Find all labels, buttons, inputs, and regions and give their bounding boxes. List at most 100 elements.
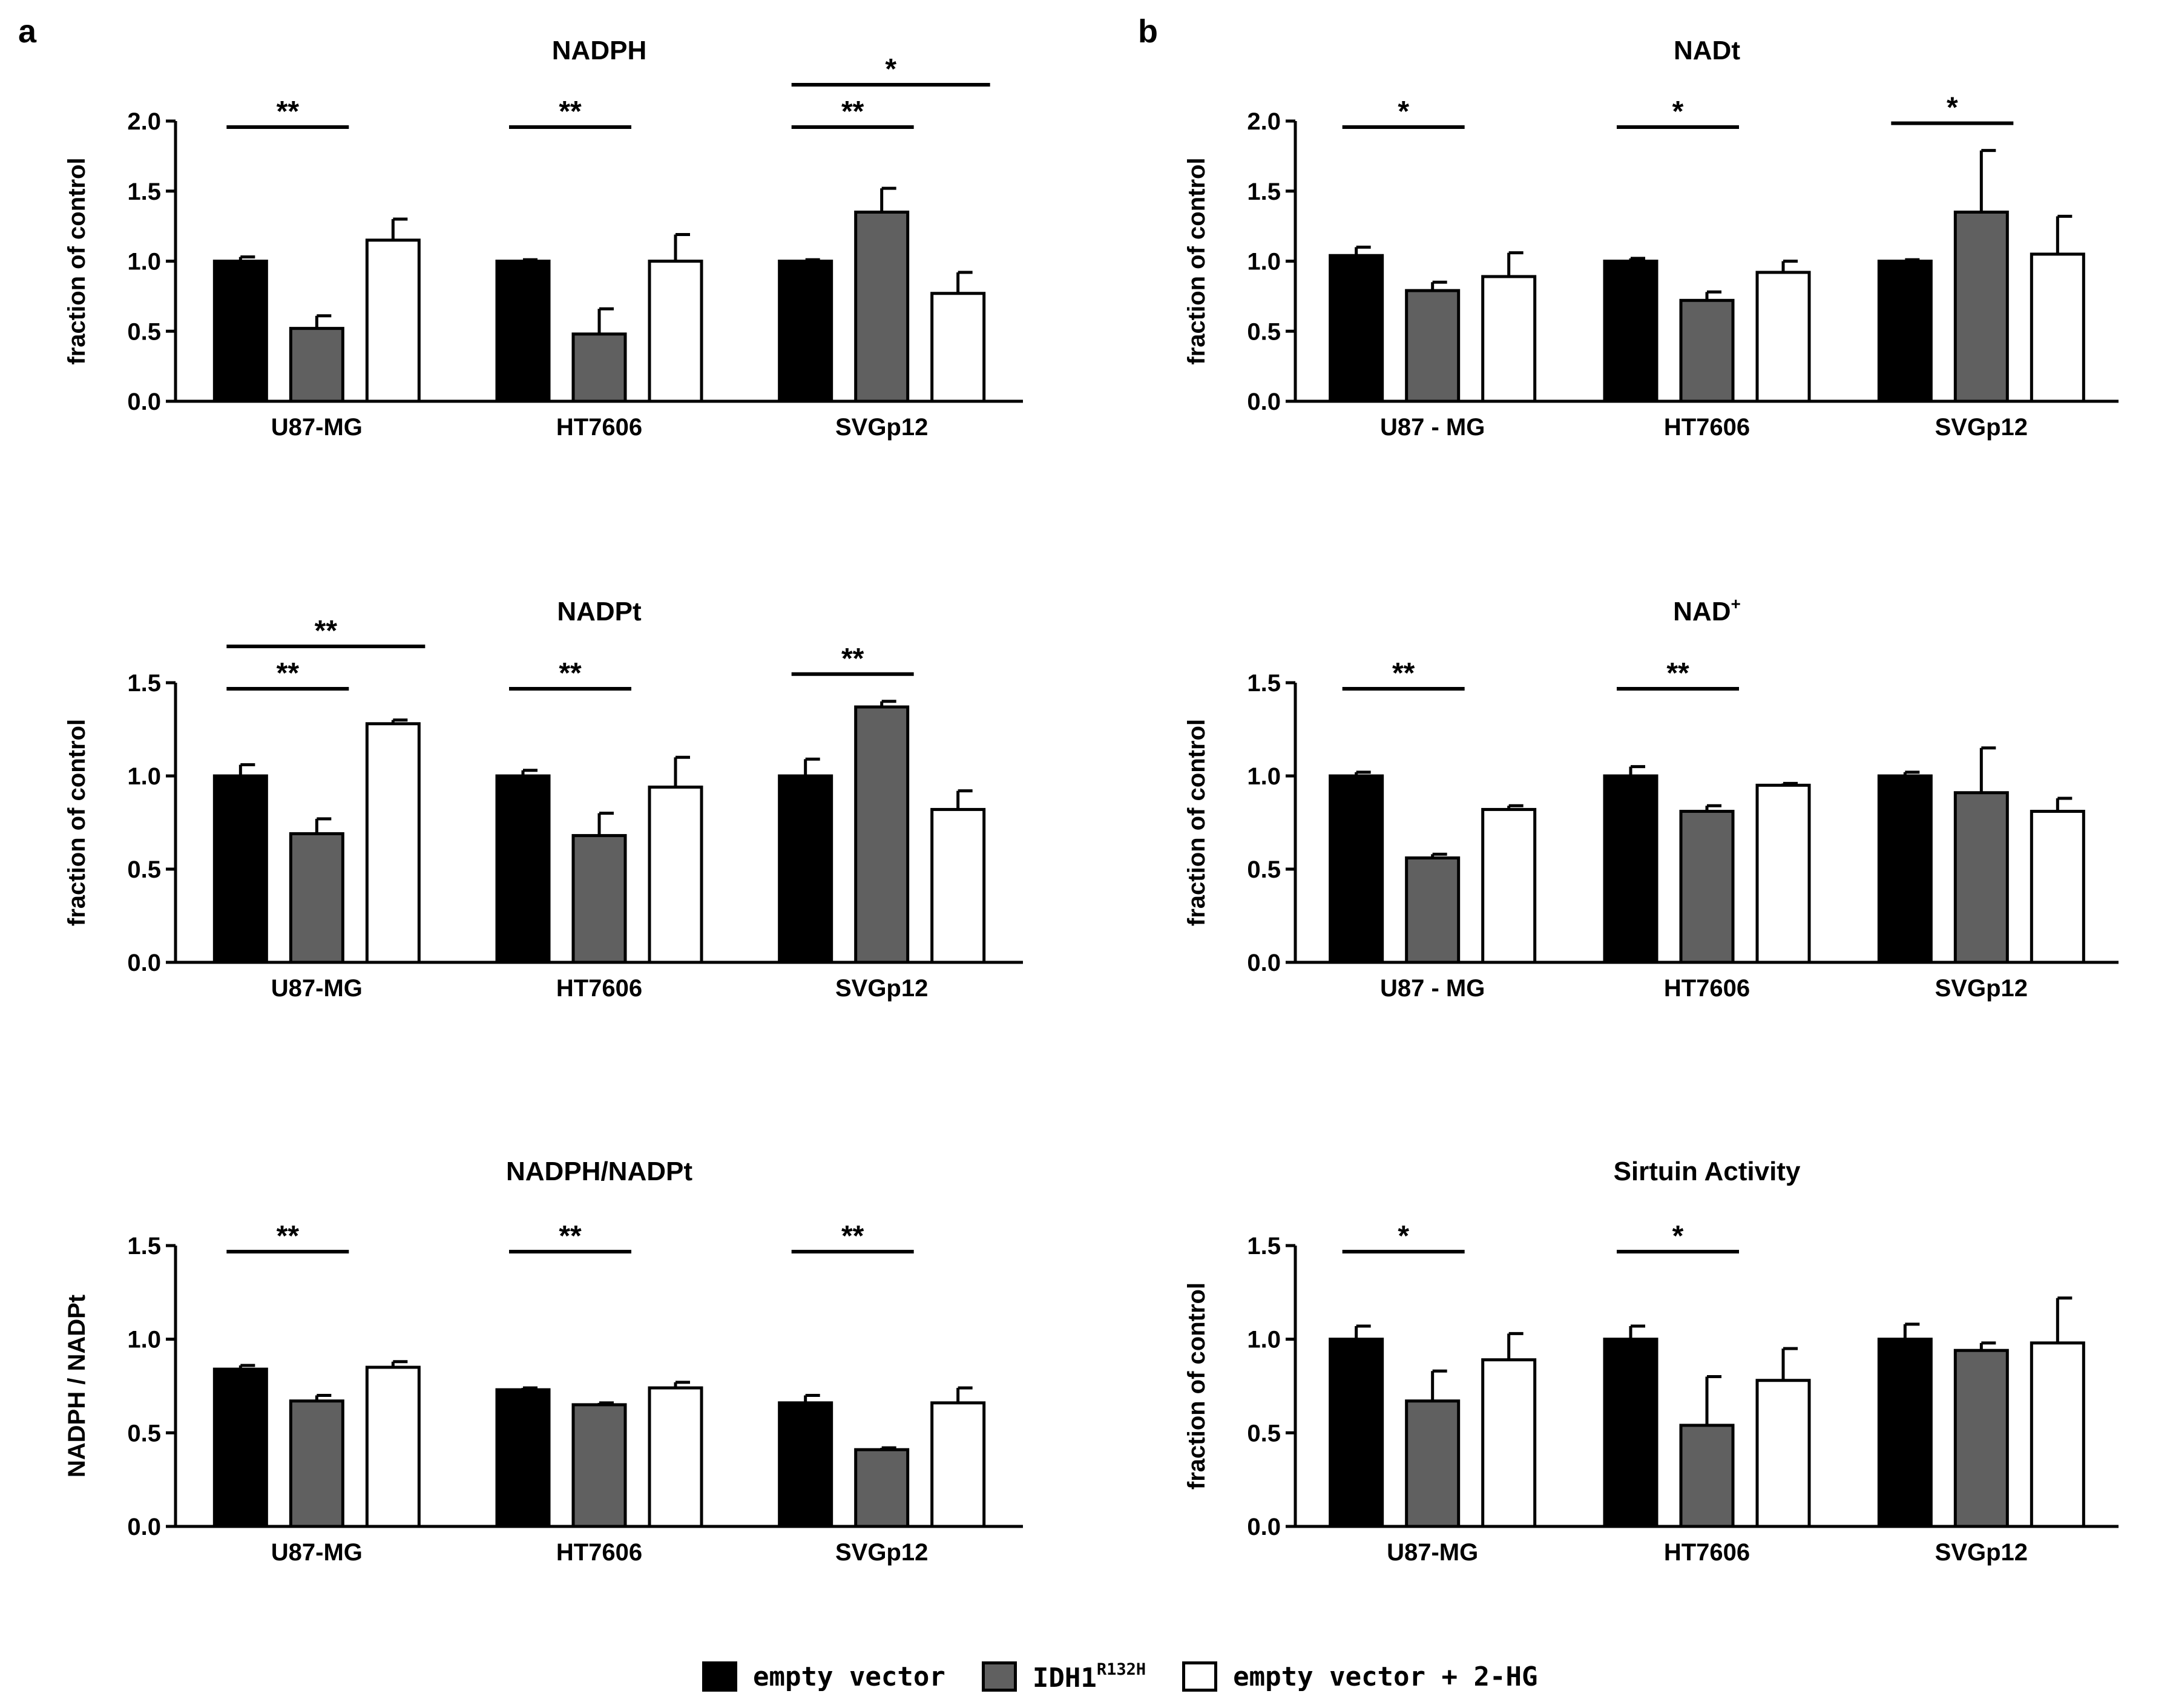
significance-label: **	[841, 643, 864, 675]
chart-5: Sirtuin Activity fraction of control 0.0 0.…	[1183, 1157, 2119, 1566]
x-tick-label: U87-MG	[271, 414, 363, 441]
y-tick-label: 1.5	[1247, 1233, 1281, 1260]
x-tick-label: SVGp12	[835, 414, 928, 441]
bar	[1877, 1338, 1933, 1528]
bar	[212, 1367, 268, 1528]
x-tick-label: HT7606	[1664, 414, 1750, 441]
x-tick-label: HT7606	[1664, 975, 1750, 1002]
bar	[648, 1386, 703, 1528]
y-axis-label: fraction of control	[64, 157, 90, 364]
bar	[571, 332, 627, 403]
bar	[648, 260, 703, 403]
y-tick-label: 2.0	[127, 108, 161, 135]
significance-label: **	[315, 615, 338, 647]
bar	[1603, 774, 1659, 964]
chart-3: NAD+ fraction of control 0.0 0.5 1.0 1.5 U87 -…	[1183, 594, 2119, 1002]
y-tick-label: 0.0	[127, 1514, 161, 1540]
bar	[1329, 774, 1384, 964]
y-tick-label: 1.0	[127, 249, 161, 275]
significance-label: **	[559, 657, 582, 689]
y-axis-label: fraction of control	[64, 719, 90, 926]
x-tick-label: U87-MG	[1387, 1539, 1478, 1566]
bar	[2030, 810, 2085, 964]
bar	[1405, 1399, 1461, 1528]
bar	[778, 774, 833, 964]
bar	[648, 785, 703, 964]
chart-0: NADPH fraction of control 0.0 0.5 1.0 1.5 2.0 U…	[64, 36, 1023, 441]
bar	[1755, 1379, 1811, 1528]
legend-label-idh1-sup: R132H	[1096, 1660, 1146, 1679]
bar	[365, 238, 421, 403]
bar	[1877, 774, 1933, 964]
bar	[1679, 810, 1735, 964]
legend-swatch-idh1	[981, 1661, 1017, 1692]
y-tick-label: 0.5	[1247, 1420, 1281, 1447]
y-tick-label: 0.5	[1247, 856, 1281, 883]
chart-title-sup: +	[1731, 594, 1740, 613]
y-axis-label: fraction of control	[1183, 1283, 1210, 1490]
bar	[1603, 1338, 1659, 1528]
significance-label: **	[277, 657, 300, 689]
bar	[571, 1403, 627, 1528]
x-tick-label: HT7606	[556, 975, 642, 1002]
x-tick-label: U87-MG	[271, 1539, 363, 1566]
legend-label-empty-vector-2hg: empty vector + 2-HG	[1233, 1661, 1538, 1692]
x-tick-label: SVGp12	[1935, 975, 2028, 1002]
y-tick-label: 0.5	[1247, 318, 1281, 345]
legend-swatch-empty-vector-2hg	[1182, 1661, 1218, 1692]
bar	[930, 807, 986, 964]
y-tick-label: 1.5	[127, 670, 161, 697]
y-tick-label: 1.0	[1247, 249, 1281, 275]
significance-label: *	[1398, 96, 1409, 128]
y-axis-label: fraction of control	[1183, 719, 1210, 926]
x-tick-label: SVGp12	[1935, 414, 2028, 441]
significance-label: **	[1666, 657, 1689, 689]
bar	[1481, 1358, 1537, 1528]
y-tick-label: 0.0	[127, 950, 161, 976]
chart-title: Sirtuin Activity	[1614, 1157, 1801, 1186]
significance-label: **	[559, 1220, 582, 1252]
bar	[365, 722, 421, 964]
legend-label-idh1-text: IDH1	[1032, 1662, 1097, 1693]
chart-1: NADt fraction of control 0.0 0.5 1.0 1.5 2.0 U8…	[1183, 36, 2119, 441]
bar	[1953, 210, 2009, 403]
legend-label-idh1: IDH1R132H	[1033, 1660, 1146, 1693]
bar	[571, 834, 627, 964]
significance-label: **	[559, 96, 582, 128]
y-tick-label: 0.0	[127, 389, 161, 415]
bar	[1953, 791, 2009, 964]
significance-label: *	[885, 53, 896, 85]
chart-title: NADt	[1674, 36, 1740, 65]
bar	[930, 292, 986, 403]
significance-label: **	[1392, 657, 1415, 689]
legend-item-empty-vector-2hg: empty vector + 2-HG	[1182, 1661, 1537, 1692]
bar	[1603, 260, 1659, 403]
y-tick-label: 1.0	[127, 1327, 161, 1353]
y-tick-label: 0.5	[127, 1420, 161, 1447]
bar	[1329, 1338, 1384, 1528]
bar	[854, 210, 910, 403]
x-tick-label: SVGp12	[835, 1539, 928, 1566]
y-tick-label: 0.5	[127, 856, 161, 883]
bar	[1329, 254, 1384, 403]
chart-title: NADPt	[557, 597, 642, 626]
bar	[1481, 807, 1537, 964]
bar	[2030, 1341, 2085, 1528]
panel-label-a: a	[18, 13, 37, 50]
y-tick-label: 1.5	[1247, 179, 1281, 205]
legend-label-empty-vector: empty vector	[753, 1661, 945, 1692]
chart-title: NADPH/NADPt	[506, 1157, 692, 1186]
y-tick-label: 1.5	[127, 179, 161, 205]
bar	[212, 774, 268, 964]
y-tick-label: 0.0	[1247, 389, 1281, 415]
y-tick-label: 0.0	[1247, 950, 1281, 976]
x-tick-label: HT7606	[1664, 1539, 1750, 1566]
panel-label-b: b	[1138, 13, 1158, 50]
y-tick-label: 1.0	[1247, 763, 1281, 790]
bar	[365, 1365, 421, 1528]
chart-4: NADPH/NADPt NADPH / NADPt 0.0 0.5 1.0 1.5 U87-…	[64, 1157, 1023, 1566]
y-tick-label: 2.0	[1247, 108, 1281, 135]
bar	[1953, 1348, 2009, 1528]
bar	[1679, 1424, 1735, 1528]
bar	[212, 260, 268, 403]
